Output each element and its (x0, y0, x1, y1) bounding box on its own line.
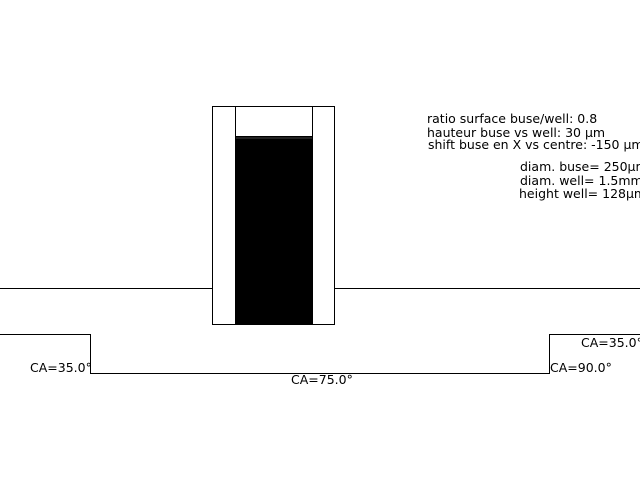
nozzle-height-label: hauteur buse vs well: 30 µm (427, 125, 606, 140)
nozzle-diameter-label: diam. buse= 250µm (520, 159, 640, 174)
well-diameter-label: diam. well= 1.5mm (520, 173, 640, 188)
nozzle-shift-label: shift buse en X vs centre: -150 µm (428, 137, 640, 152)
contact-angle-right-step-top: CA=35.0° (581, 335, 640, 350)
contact-angle-right-step-bottom: CA=90.0° (550, 360, 612, 375)
nozzle-liquid-fill (235, 136, 313, 325)
contact-angle-well-bottom: CA=75.0° (291, 372, 353, 387)
well-height-label: height well= 128µm (519, 186, 640, 201)
contact-angle-left-step: CA=35.0° (30, 360, 92, 375)
well-profile (0, 334, 640, 374)
ratio-label: ratio surface buse/well: 0.8 (427, 111, 598, 126)
